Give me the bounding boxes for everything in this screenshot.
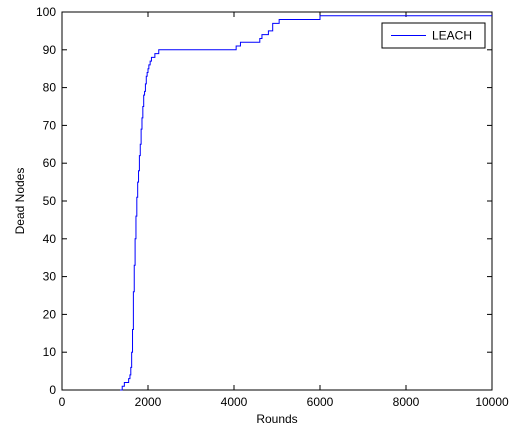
- plot-area: 0 2000 4000 6000 8000 10000 0 10 20 30 40 50 60 70 80 9…: [36, 5, 509, 409]
- y-tick-label: 30: [43, 270, 57, 284]
- legend: LEACH: [381, 22, 486, 49]
- y-tick-label: 60: [43, 156, 57, 170]
- y-tick-label: 40: [43, 232, 57, 246]
- y-tick-label: 80: [43, 81, 57, 95]
- y-tick-label: 20: [43, 307, 57, 321]
- x-axis-label: Rounds: [256, 412, 297, 426]
- x-tick-label: 0: [59, 395, 66, 409]
- tick-marks: [61, 11, 493, 391]
- y-tick-label: 0: [49, 383, 56, 397]
- x-tick-label: 6000: [307, 395, 334, 409]
- y-tick-label: 70: [43, 118, 57, 132]
- axes-box: [61, 11, 493, 391]
- y-tick-label: 50: [43, 194, 57, 208]
- y-tick-label: 90: [43, 43, 57, 57]
- x-tick-label: 4000: [221, 395, 248, 409]
- x-tick-label: 10000: [475, 395, 509, 409]
- legend-label-leach: LEACH: [432, 29, 472, 43]
- tick-labels: 0 2000 4000 6000 8000 10000 0 10 20 30 40 50 60 70 80 9…: [36, 5, 509, 409]
- series-line-leach: [120, 15, 492, 391]
- y-tick-label: 100: [36, 5, 56, 19]
- x-tick-label: 8000: [393, 395, 420, 409]
- y-axis-label: Dead Nodes: [13, 168, 27, 235]
- x-tick-label: 2000: [135, 395, 162, 409]
- y-tick-label: 10: [43, 345, 57, 359]
